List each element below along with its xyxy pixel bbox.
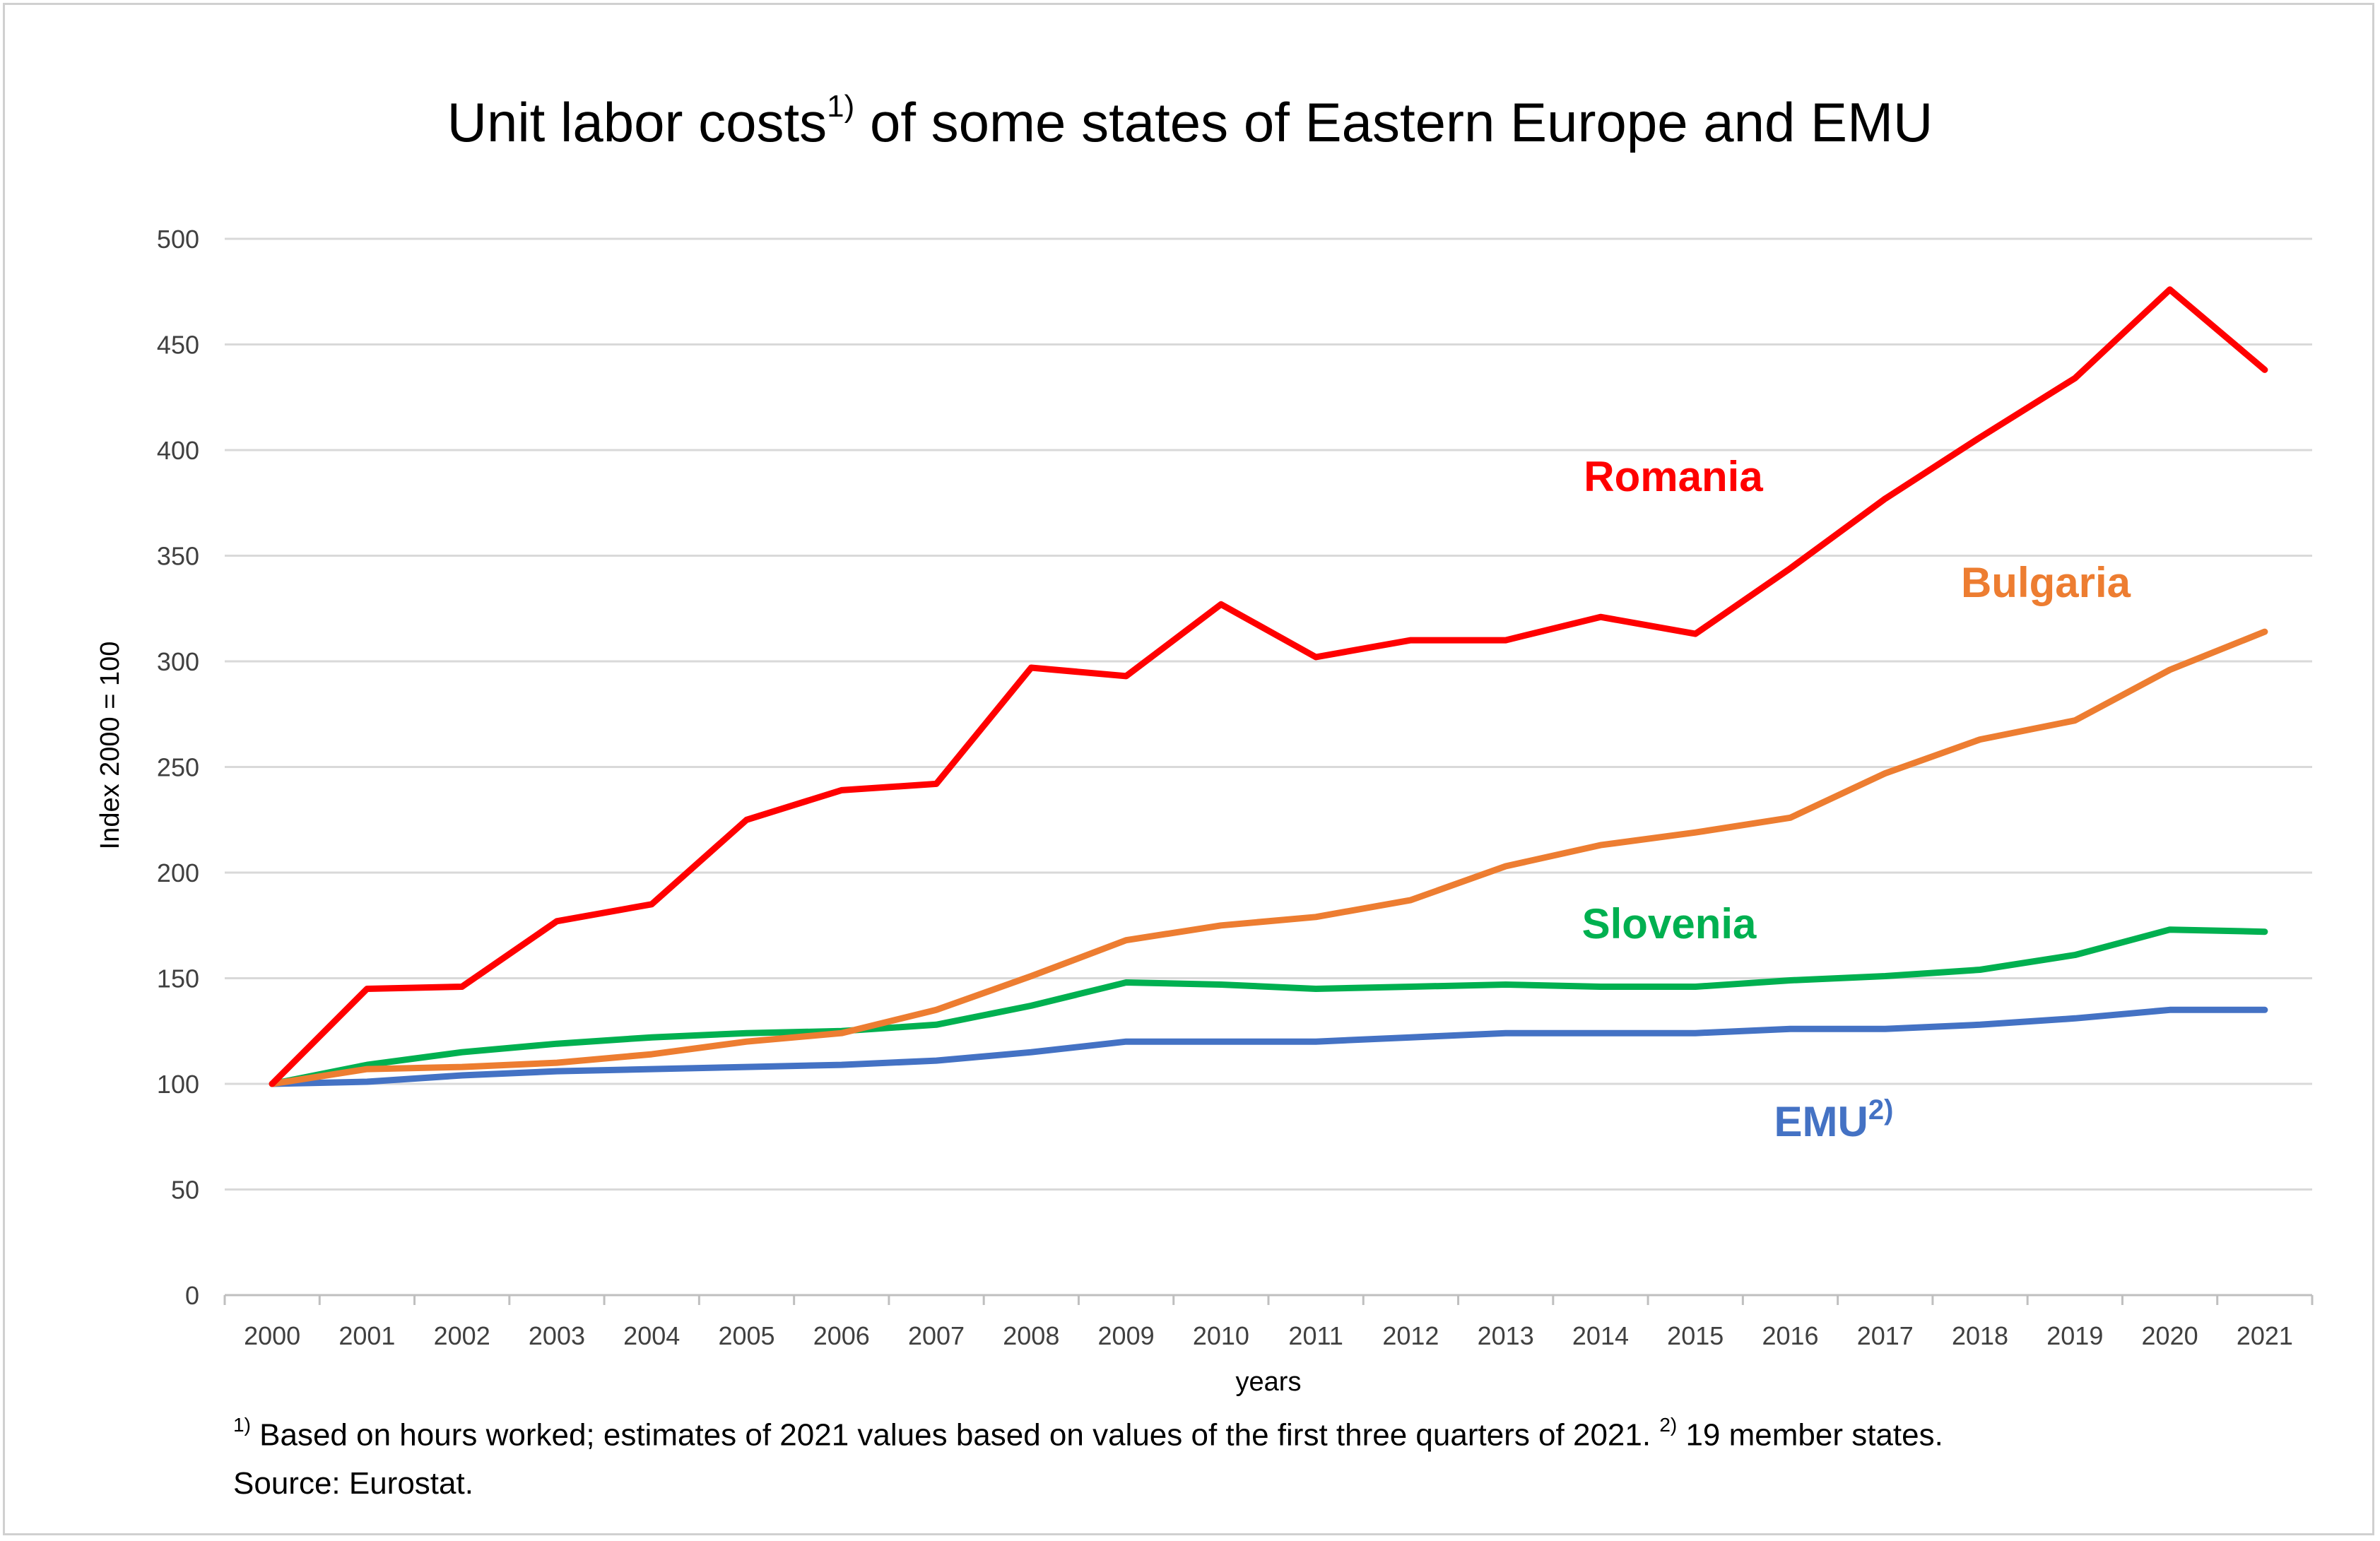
series-line-bulgaria — [269, 628, 2268, 1087]
x-tick-label: 2008 — [1003, 1321, 1059, 1350]
series-label-romania: Romania — [1584, 453, 1763, 500]
chart-frame — [3, 3, 2374, 1535]
x-tick-label: 2007 — [908, 1321, 965, 1350]
y-axis-label: Index 2000 = 100 — [95, 642, 125, 850]
x-tick-label: 2002 — [434, 1321, 490, 1350]
x-tick-label: 2003 — [529, 1321, 585, 1350]
y-tick-label: 400 — [157, 436, 199, 465]
x-tick-label: 2011 — [1288, 1321, 1343, 1350]
series-label-slovenia: Slovenia — [1582, 900, 1757, 947]
gridlines — [225, 237, 2312, 1191]
x-tick-label: 2001 — [338, 1321, 395, 1350]
chart-title: Unit labor costs1) of some states of Eas… — [447, 89, 1933, 153]
series-line-slovenia — [269, 926, 2268, 1087]
series-labels: Romania Bulgaria Slovenia EMU2) — [1582, 453, 2131, 1145]
x-tick-label: 2021 — [2237, 1321, 2293, 1350]
series-line-romania — [269, 286, 2268, 1087]
x-axis-label: years — [1236, 1367, 1302, 1397]
x-tick-label: 2014 — [1572, 1321, 1629, 1350]
footnote-source: Source: Eurostat. — [233, 1466, 473, 1501]
x-tick-label: 2000 — [244, 1321, 300, 1350]
x-tick-label: 2006 — [813, 1321, 870, 1350]
y-tick-label: 50 — [171, 1176, 199, 1205]
footnote-line-1: 1) Based on hours worked; estimates of 2… — [233, 1414, 1943, 1453]
x-tick-label: 2015 — [1667, 1321, 1724, 1350]
y-tick-labels: 0 50 100 150 200 250 300 350 400 450 500 — [157, 225, 199, 1310]
series-lines — [269, 286, 2268, 1087]
y-tick-label: 350 — [157, 542, 199, 571]
y-tick-label: 200 — [157, 858, 199, 887]
x-axis: 2000 2001 2002 2003 2004 2005 2006 2007 2008 2009… — [223, 1294, 2314, 1350]
x-tick-label: 2004 — [623, 1321, 680, 1350]
x-tick-label: 2009 — [1098, 1321, 1155, 1350]
x-tick-label: 2020 — [2142, 1321, 2198, 1350]
y-tick-label: 500 — [157, 225, 199, 254]
x-tick-label: 2018 — [1952, 1321, 2008, 1350]
x-tick-label: 2016 — [1762, 1321, 1818, 1350]
y-tick-label: 150 — [157, 964, 199, 993]
x-tick-label: 2012 — [1382, 1321, 1439, 1350]
series-label-bulgaria: Bulgaria — [1961, 559, 2131, 606]
x-tick-label: 2019 — [2046, 1321, 2103, 1350]
x-tick-label: 2013 — [1478, 1321, 1534, 1350]
series-line-emu — [269, 1006, 2268, 1087]
y-tick-label: 0 — [185, 1281, 199, 1310]
series-label-emu: EMU2) — [1774, 1094, 1894, 1145]
x-tick-label: 2005 — [718, 1321, 774, 1350]
x-tick-label: 2010 — [1193, 1321, 1249, 1350]
y-tick-label: 250 — [157, 753, 199, 782]
y-tick-label: 300 — [157, 647, 199, 676]
y-tick-label: 100 — [157, 1070, 199, 1099]
x-tick-label: 2017 — [1857, 1321, 1914, 1350]
y-tick-label: 450 — [157, 331, 199, 360]
